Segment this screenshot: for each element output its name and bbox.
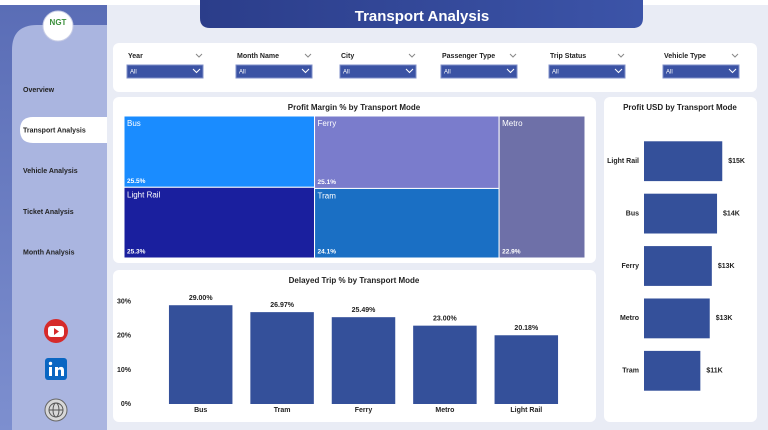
logo <box>42 10 74 42</box>
cell-label: Tram <box>318 192 337 201</box>
logo-text: NGT <box>50 18 67 27</box>
chart-title: Profit Margin % by Transport Mode <box>288 103 421 112</box>
cell-value: 25.5% <box>127 178 146 185</box>
nav-item[interactable]: Month Analysis <box>23 250 75 257</box>
y-tick-label: Bus <box>626 210 639 217</box>
nav-item[interactable]: Ticket Analysis <box>23 209 74 216</box>
data-label: $11K <box>706 368 722 375</box>
filter-label: Vehicle Type <box>664 53 706 60</box>
filter-value: All <box>444 70 451 76</box>
filter-label: Passenger Type <box>442 53 495 60</box>
filter-value: All <box>343 70 350 76</box>
filter-value: All <box>552 70 559 76</box>
web-icon[interactable] <box>44 398 68 422</box>
cell-label: Bus <box>127 119 141 128</box>
cell-value: 25.1% <box>318 179 337 186</box>
filter-panel <box>113 43 757 92</box>
bar <box>331 317 396 404</box>
y-tick-label: Ferry <box>621 263 639 270</box>
y-tick-label: Metro <box>620 315 639 322</box>
x-tick-label: Metro <box>435 407 454 414</box>
bar <box>644 141 723 182</box>
bar <box>644 298 710 339</box>
data-label: $15K <box>728 158 745 165</box>
cell-label: Metro <box>502 119 523 128</box>
filter-caret <box>405 68 414 74</box>
cell-label: Light Rail <box>127 190 161 199</box>
data-label: 25.49% <box>352 307 377 314</box>
bar <box>644 193 718 234</box>
linkedin-icon[interactable] <box>45 358 67 380</box>
data-label: 29.00% <box>189 295 214 302</box>
filter-dropdown[interactable] <box>339 64 417 79</box>
treemap-cell <box>123 115 316 188</box>
cell-label: Ferry <box>318 119 337 128</box>
data-label: $13K <box>716 315 733 322</box>
data-label: 20.18% <box>514 325 539 332</box>
filter-dropdown[interactable] <box>235 64 313 79</box>
chart-title: Delayed Trip % by Transport Mode <box>289 276 420 285</box>
nav-item[interactable]: Overview <box>23 87 55 94</box>
y-tick-label: 30% <box>117 299 132 306</box>
y-tick-label: Tram <box>622 368 639 375</box>
chart-title: Profit USD by Transport Mode <box>623 103 737 112</box>
y-tick-label: 10% <box>117 367 132 374</box>
bar <box>413 325 477 404</box>
bar <box>644 350 701 391</box>
y-tick-label: Light Rail <box>607 158 639 165</box>
x-tick-label: Light Rail <box>510 407 542 414</box>
filter-chevron <box>617 53 625 58</box>
filter-label: Month Name <box>237 53 279 60</box>
treemap-cell <box>314 115 500 189</box>
nav-item[interactable]: Transport Analysis <box>23 128 86 135</box>
x-tick-label: Bus <box>194 407 207 414</box>
filter-label: Year <box>128 53 143 60</box>
filter-value: All <box>666 70 673 76</box>
y-tick-label: 20% <box>117 333 132 340</box>
filter-chevron <box>408 53 416 58</box>
filter-chevron <box>731 53 739 58</box>
filter-value: All <box>239 70 246 76</box>
x-tick-label: Tram <box>274 407 291 414</box>
header-banner <box>200 0 643 28</box>
cell-value: 22.9% <box>502 249 521 256</box>
filter-dropdown[interactable] <box>548 64 626 79</box>
cell-value: 24.1% <box>318 249 337 256</box>
data-label: $14K <box>723 210 740 217</box>
filter-caret <box>192 68 201 74</box>
x-tick-label: Ferry <box>355 407 373 414</box>
filter-chevron <box>195 53 203 58</box>
treemap-cell <box>314 187 500 259</box>
filter-dropdown[interactable] <box>440 64 518 79</box>
data-label: 26.97% <box>270 302 295 309</box>
bar <box>494 335 559 404</box>
data-label: 23.00% <box>433 316 458 323</box>
bar <box>250 312 314 404</box>
data-label: $13K <box>718 263 735 270</box>
y-tick-label: 0% <box>121 401 132 408</box>
nav-active <box>20 117 107 143</box>
treemap-cell <box>498 115 586 259</box>
bar <box>644 246 712 286</box>
cell-value: 25.3% <box>127 249 146 256</box>
treemap-cell <box>123 186 316 259</box>
filter-dropdown[interactable] <box>126 64 204 79</box>
header-title: Transport Analysis <box>355 8 490 25</box>
filter-caret <box>506 68 515 74</box>
bar <box>168 305 233 404</box>
nav-item[interactable]: Vehicle Analysis <box>23 168 78 175</box>
filter-chevron <box>304 53 312 58</box>
filter-caret <box>301 68 310 74</box>
filter-caret <box>728 68 737 74</box>
filter-label: City <box>341 53 354 60</box>
filter-dropdown[interactable] <box>662 64 740 79</box>
filter-chevron <box>509 53 517 58</box>
filter-value: All <box>130 70 137 76</box>
youtube-icon[interactable] <box>44 319 68 343</box>
filter-caret <box>614 68 623 74</box>
filter-label: Trip Status <box>550 53 586 60</box>
